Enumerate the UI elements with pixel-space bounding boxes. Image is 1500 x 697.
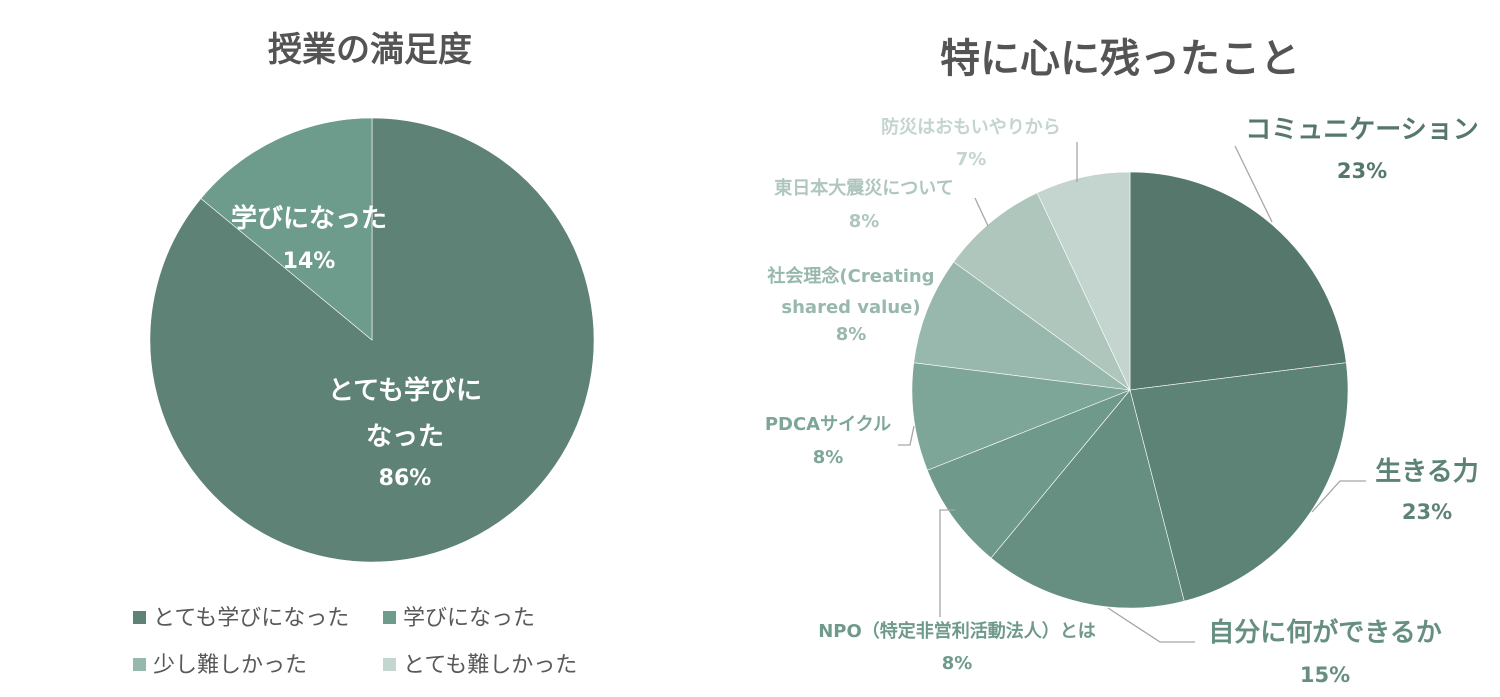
legend-item-3: 少し難しかった [133, 647, 307, 679]
chart-2-slice-5 [911, 362, 1131, 471]
chart-1-slice-2 [200, 117, 373, 341]
legend-item-4: とても難しかった [383, 647, 577, 679]
chart-2-slice-4-value: 8% [942, 653, 973, 674]
chart-2-slice-4-label: NPO（特定非営利活動法人）とは [818, 620, 1096, 642]
chart-2-slice-8-value: 7% [956, 149, 987, 170]
chart-2-slice-2-label: 生きる力 [1375, 457, 1478, 487]
chart-1-title: 授業の満足度 [268, 30, 472, 70]
chart-2-slice-7-label: 東日本大震災について [774, 177, 953, 199]
chart-2-leader-line-2 [1311, 480, 1366, 513]
legend-swatch [383, 657, 396, 671]
chart-1-slice-1-label: なった [366, 422, 444, 452]
chart-2-slice-6 [913, 261, 1131, 391]
chart-2-slice-1 [1129, 171, 1347, 391]
chart-2-slice-2-value: 23% [1402, 500, 1452, 524]
legend-label: とても学びになった [153, 606, 350, 631]
chart-2-slice-5-value: 8% [813, 447, 844, 468]
legend-swatch [133, 610, 146, 624]
chart-2-slice-5-label: PDCAサイクル [765, 414, 891, 435]
chart-2-slice-8-label: 防災はおもいやりから [881, 116, 1061, 138]
chart-2-slice-3-label: 自分に何ができるか [1208, 617, 1441, 648]
chart-2-title: 特に心に残ったこと [940, 36, 1300, 82]
chart-2-leader-line-3 [1107, 607, 1195, 643]
chart-2-slice-2 [1129, 362, 1349, 602]
chart-2-slice-3-value: 15% [1300, 663, 1350, 687]
chart-1-slice-2-label: 学びになった [231, 203, 387, 234]
chart-1-slice-2-value: 14% [283, 249, 336, 274]
chart-2-slice-4 [926, 389, 1131, 559]
chart-2-slice-7 [953, 192, 1131, 391]
chart-2-leader-line-4 [939, 509, 955, 617]
legend-swatch [383, 610, 396, 624]
chart-2-leader-line-1 [1234, 145, 1273, 223]
legend-swatch [133, 657, 146, 671]
chart-2-leader-line-7 [974, 197, 989, 227]
chart-2-slice-6-value: 8% [836, 324, 867, 345]
chart-2-slice-1-value: 23% [1337, 159, 1387, 183]
legend-label: 少し難しかった [153, 653, 308, 678]
legend-label: 学びになった [403, 606, 536, 631]
chart-2-slice-6-label: 社会理念(Creating [767, 265, 934, 287]
chart-2-slice-7-value: 8% [849, 211, 880, 232]
chart-2-slice-3 [990, 389, 1185, 609]
legend-item-1: とても学びになった [133, 600, 349, 632]
chart-2-slice-8 [1036, 171, 1131, 391]
chart-2-leader-line-5 [898, 425, 915, 446]
legend-label: とても難しかった [403, 653, 578, 678]
chart-2-slice-1-label: コミュニケーション [1245, 115, 1478, 145]
chart-1-slice-1-value: 86% [379, 466, 432, 491]
chart-2-slice-6-label: shared value) [781, 297, 920, 318]
chart-1-slice-1-label: とても学びに [328, 375, 482, 406]
legend-item-2: 学びになった [383, 600, 535, 632]
